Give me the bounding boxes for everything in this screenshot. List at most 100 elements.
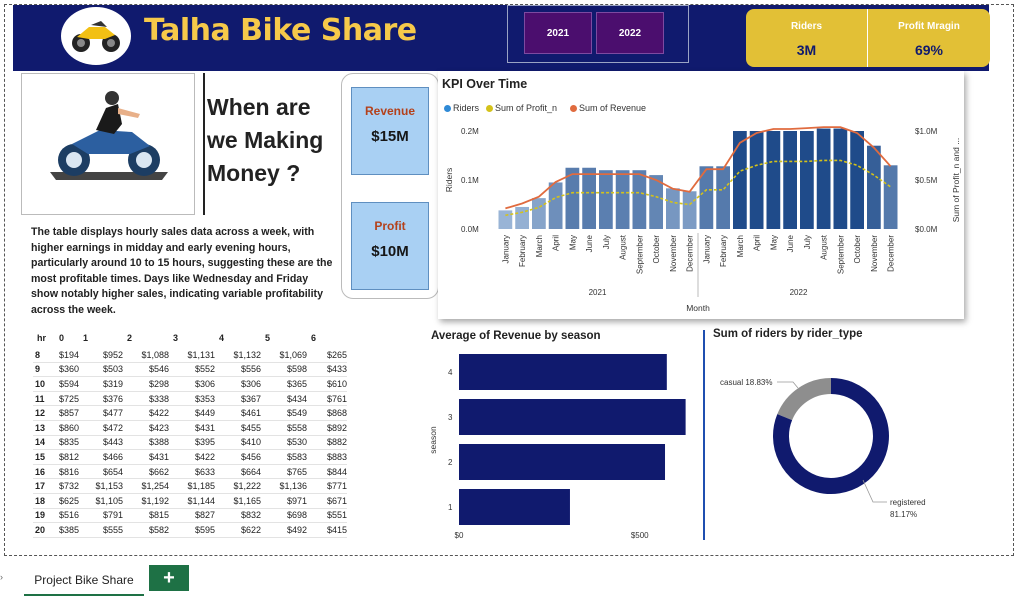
season-tick-label: 3 xyxy=(448,413,453,422)
revenue-cell: $1,254 xyxy=(141,481,169,492)
year-2022-button[interactable]: 2022 xyxy=(596,12,664,54)
riders-kpi-label: Riders xyxy=(790,21,823,32)
day-column-header[interactable]: 3 xyxy=(173,333,179,343)
y2-tick-label: $0.5M xyxy=(915,176,938,185)
month-tick-label: February xyxy=(518,235,527,267)
riders-bar xyxy=(766,131,781,229)
revenue-cell: $319 xyxy=(102,379,123,390)
revenue-cell: $882 xyxy=(326,437,347,448)
legend-revenue[interactable]: Sum of Revenue xyxy=(570,103,646,113)
revenue-cell: $415 xyxy=(326,525,347,536)
revenue-cell: $516 xyxy=(58,510,79,521)
revenue-cell: $610 xyxy=(326,379,347,390)
y-tick-label: 0.1M xyxy=(461,176,479,185)
table-row: 17 $732 $1,153 $1,254 $1,185 $1,222 $1,136 $771 xyxy=(33,479,347,494)
table-row: 14 $835 $443 $388 $395 $410 $530 $882 xyxy=(33,435,347,450)
profit-label: Profit xyxy=(374,219,406,233)
table-header-row: hr 0 1 2 3 4 5 6 xyxy=(33,333,347,348)
legend-profit[interactable]: Sum of Profit_n xyxy=(486,103,557,113)
revenue-cell: $1,144 xyxy=(187,495,215,506)
profit-line xyxy=(505,159,892,217)
add-sheet-button[interactable]: + xyxy=(149,565,189,591)
sheet-tab-project-bike-share[interactable]: Project Bike Share xyxy=(24,565,144,596)
kpi-chart-plot: 0.0M 0.1M 0.2M $0.0M $0.5M $1.0M January Februa… xyxy=(444,126,961,313)
season-bar xyxy=(459,399,686,435)
riders-bar xyxy=(582,167,596,229)
revenue-cell: $598 xyxy=(286,364,307,375)
revenue-cell: $835 xyxy=(58,437,79,448)
revenue-cell: $194 xyxy=(58,349,79,360)
day-column-header[interactable]: 4 xyxy=(219,333,225,343)
season-x-tick: $0 xyxy=(455,531,464,540)
rider-type-donut[interactable]: casual 18.83% registered 81.17% xyxy=(5,5,1014,556)
year-slicer[interactable]: 2021 2022 xyxy=(507,5,689,63)
legend-riders[interactable]: Riders xyxy=(444,103,479,113)
table-row: 8 $194 $952 $1,088 $1,131 $1,132 $1,069 $265 xyxy=(33,348,347,363)
revenue-cell: $365 xyxy=(286,379,307,390)
scroll-left-icon[interactable]: › xyxy=(0,572,3,582)
revenue-cell: $477 xyxy=(102,408,123,419)
rider-on-motorbike-icon xyxy=(50,91,168,180)
revenue-cell: $530 xyxy=(286,437,307,448)
revenue-cell: $492 xyxy=(286,525,307,536)
season-tick-label: 2 xyxy=(448,458,453,467)
month-tick-label: December xyxy=(887,235,896,272)
registered-data-label: registered xyxy=(890,498,926,507)
season-tick-label: 1 xyxy=(448,503,453,512)
day-column-header[interactable]: 2 xyxy=(127,333,133,343)
year-2021-button[interactable]: 2021 xyxy=(524,12,592,54)
y2-tick-label: $0.0M xyxy=(915,225,938,234)
revenue-cell: $761 xyxy=(326,393,347,404)
kpi-chart-title: KPI Over Time xyxy=(442,77,528,91)
revenue-cell: $583 xyxy=(286,452,307,463)
season-chart-title: Average of Revenue by season xyxy=(431,330,601,342)
table-row: 15 $812 $466 $431 $422 $456 $583 $883 xyxy=(33,450,347,465)
revenue-cell: $423 xyxy=(148,422,169,433)
revenue-cell: $812 xyxy=(58,452,79,463)
riders-bar xyxy=(833,128,848,229)
hour-cell: 16 xyxy=(35,466,46,477)
riders-bar xyxy=(733,131,747,229)
x-axis-label: Month xyxy=(686,303,710,313)
profit-margin-kpi-label: Profit Mragin xyxy=(898,21,960,32)
revenue-cell: $422 xyxy=(194,452,215,463)
riders-bar xyxy=(532,198,546,229)
table-row: 16 $816 $654 $662 $633 $664 $765 $844 xyxy=(33,464,347,479)
month-tick-label: May xyxy=(568,235,577,250)
day-column-header[interactable]: 1 xyxy=(83,333,89,343)
revenue-cell: $360 xyxy=(58,364,79,375)
hour-cell: 18 xyxy=(35,495,46,506)
motorbike-icon xyxy=(72,21,120,52)
revenue-cell: $1,131 xyxy=(187,349,215,360)
season-bar xyxy=(459,444,666,480)
revenue-cell: $622 xyxy=(240,525,261,536)
revenue-cell: $551 xyxy=(326,510,347,521)
revenue-cell: $433 xyxy=(326,364,347,375)
revenue-cell: $594 xyxy=(58,379,79,390)
month-tick-label: December xyxy=(686,235,695,272)
revenue-card: Revenue $15M xyxy=(351,87,429,175)
hour-cell: 9 xyxy=(35,364,41,375)
revenue-cell: $461 xyxy=(240,408,261,419)
revenue-cell: $388 xyxy=(148,437,169,448)
revenue-cell: $1,165 xyxy=(233,495,261,506)
revenue-cell: $443 xyxy=(102,437,123,448)
riders-bar xyxy=(649,175,663,229)
day-column-header[interactable]: 0 xyxy=(59,333,65,343)
table-row: 11 $725 $376 $338 $353 $367 $434 $761 xyxy=(33,391,347,406)
revenue-cell: $625 xyxy=(58,495,79,506)
revenue-cell: $832 xyxy=(240,510,261,521)
day-column-header[interactable]: 6 xyxy=(311,333,317,343)
riders-bar xyxy=(515,206,529,229)
revenue-cell: $582 xyxy=(148,525,169,536)
revenue-cell: $367 xyxy=(240,393,261,404)
hour-column-header[interactable]: hr xyxy=(37,333,46,343)
revenue-cell: $698 xyxy=(286,510,307,521)
riders-bar xyxy=(498,210,513,229)
revenue-cell: $883 xyxy=(326,452,347,463)
month-tick-label: August xyxy=(820,234,829,260)
revenue-cell: $376 xyxy=(102,393,123,404)
day-column-header[interactable]: 5 xyxy=(265,333,271,343)
revenue-cell: $791 xyxy=(102,510,123,521)
revenue-cell: $633 xyxy=(194,466,215,477)
